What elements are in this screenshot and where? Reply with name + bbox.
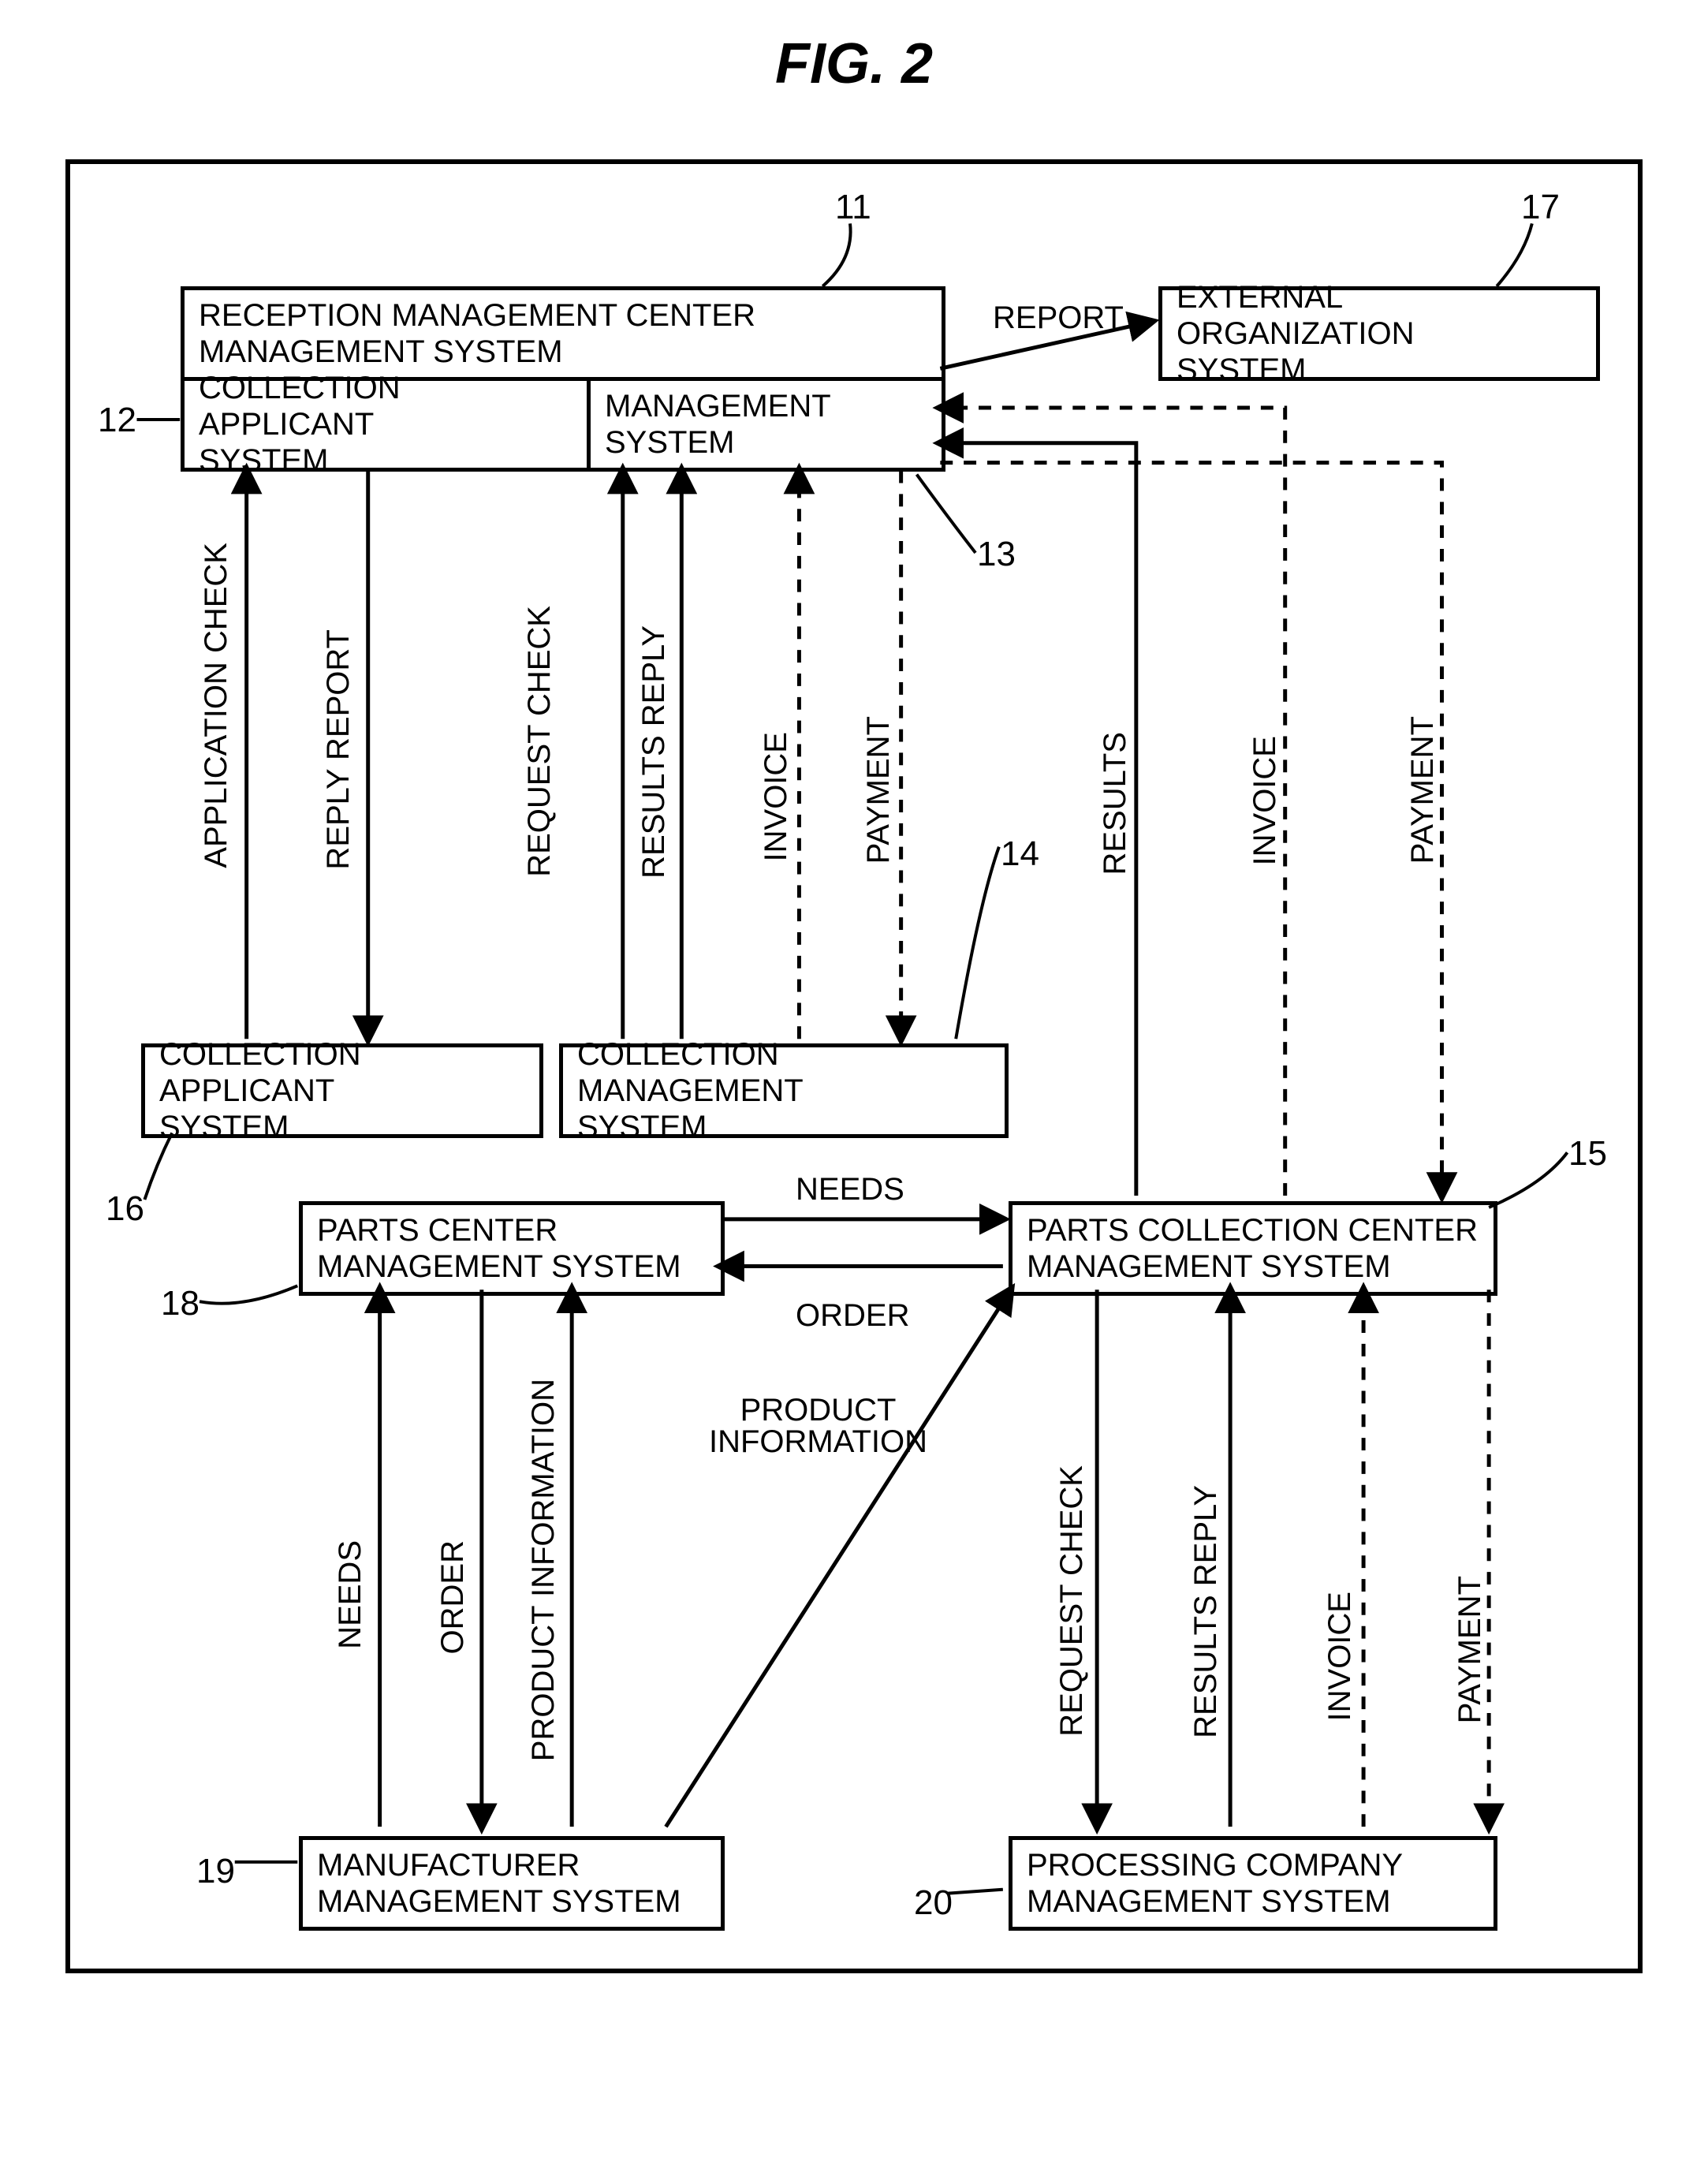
lbl-results: RESULTS — [1099, 732, 1131, 875]
box-18-text: PARTS CENTER MANAGEMENT SYSTEM — [317, 1212, 681, 1285]
lbl-needs-h: NEEDS — [796, 1174, 904, 1205]
lbl-payment-1: PAYMENT — [863, 716, 894, 864]
lbl-report: REPORT — [993, 302, 1124, 334]
box-17-text: EXTERNAL ORGANIZATION SYSTEM — [1177, 279, 1582, 388]
lbl-app-check: APPLICATION CHECK — [200, 543, 232, 868]
box-20: PROCESSING COMPANY MANAGEMENT SYSTEM — [1009, 1836, 1497, 1931]
box-13: MANAGEMENT SYSTEM — [587, 377, 945, 472]
num-13: 13 — [977, 535, 1016, 574]
num-19: 19 — [196, 1852, 235, 1891]
box-16: COLLECTION APPLICANT SYSTEM — [141, 1043, 543, 1138]
diagram-canvas: RECEPTION MANAGEMENT CENTER MANAGEMENT S… — [65, 159, 1643, 1973]
lbl-order-2: ORDER — [437, 1540, 468, 1654]
box-19-text: MANUFACTURER MANAGEMENT SYSTEM — [317, 1847, 681, 1920]
figure-title: FIG. 2 — [32, 32, 1676, 96]
num-11: 11 — [835, 188, 871, 227]
num-12: 12 — [98, 401, 136, 440]
box-15-text: PARTS COLLECTION CENTER MANAGEMENT SYSTE… — [1027, 1212, 1478, 1285]
box-12-text: COLLECTION APPLICANT SYSTEM — [199, 370, 572, 479]
box-17: EXTERNAL ORGANIZATION SYSTEM — [1158, 286, 1600, 381]
lbl-invoice-2: INVOICE — [1249, 736, 1281, 865]
box-19: MANUFACTURER MANAGEMENT SYSTEM — [299, 1836, 725, 1931]
box-11-title-text: RECEPTION MANAGEMENT CENTER MANAGEMENT S… — [199, 297, 755, 370]
num-16: 16 — [106, 1189, 144, 1229]
box-11-title: RECEPTION MANAGEMENT CENTER MANAGEMENT S… — [181, 286, 945, 381]
lbl-payment-3: PAYMENT — [1454, 1576, 1486, 1723]
num-20: 20 — [914, 1883, 953, 1923]
box-14: COLLECTION MANAGEMENT SYSTEM — [559, 1043, 1009, 1138]
lbl-results-reply-2: RESULTS REPLY — [1190, 1485, 1221, 1738]
lbl-prodinfo-h: PRODUCT INFORMATION — [709, 1394, 927, 1457]
box-18: PARTS CENTER MANAGEMENT SYSTEM — [299, 1201, 725, 1296]
box-12: COLLECTION APPLICANT SYSTEM — [181, 377, 591, 472]
lbl-request-check-2: REQUEST CHECK — [1056, 1465, 1087, 1737]
lbl-request-check-1: REQUEST CHECK — [524, 606, 555, 877]
lbl-payment-2: PAYMENT — [1407, 716, 1438, 864]
num-14: 14 — [1001, 834, 1039, 874]
lbl-reply-report: REPLY REPORT — [323, 629, 354, 870]
lbl-needs-2: NEEDS — [334, 1540, 366, 1649]
box-20-text: PROCESSING COMPANY MANAGEMENT SYSTEM — [1027, 1847, 1403, 1920]
box-16-text: COLLECTION APPLICANT SYSTEM — [159, 1036, 525, 1145]
num-18: 18 — [161, 1284, 200, 1323]
num-15: 15 — [1568, 1134, 1607, 1174]
box-15: PARTS COLLECTION CENTER MANAGEMENT SYSTE… — [1009, 1201, 1497, 1296]
lbl-invoice-1: INVOICE — [760, 732, 792, 861]
lbl-prodinfo-v: PRODUCT INFORMATION — [528, 1379, 559, 1761]
num-17: 17 — [1521, 188, 1560, 227]
box-14-text: COLLECTION MANAGEMENT SYSTEM — [577, 1036, 990, 1145]
lbl-invoice-3: INVOICE — [1324, 1592, 1356, 1721]
lbl-results-reply-1: RESULTS REPLY — [638, 625, 669, 879]
lbl-order-h: ORDER — [796, 1300, 909, 1331]
box-13-text: MANAGEMENT SYSTEM — [605, 388, 831, 461]
